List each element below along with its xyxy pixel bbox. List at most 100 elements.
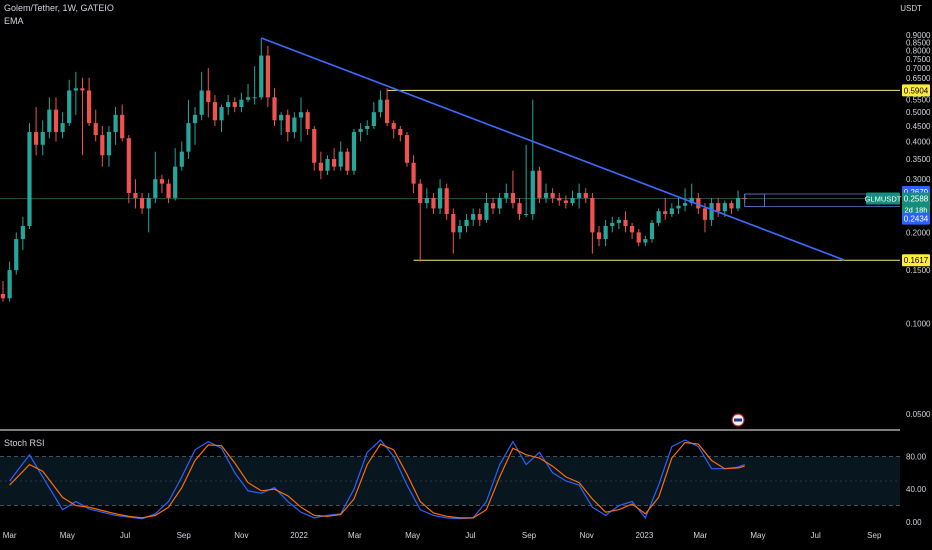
candle-body-48	[318, 162, 323, 171]
candle-body-80	[530, 170, 535, 215]
price-tick-label: 0.1500	[906, 266, 931, 275]
candle-body-37	[245, 97, 251, 100]
axis-price-label-1: 0.2588	[904, 195, 929, 204]
candle-body-89	[590, 197, 595, 233]
candle-body-110	[729, 203, 734, 209]
candle-body-98	[649, 222, 655, 240]
candle-body-32	[212, 102, 218, 121]
candle-body-62	[411, 162, 416, 184]
candle-body-12	[80, 88, 85, 91]
candle-body-16	[106, 131, 112, 156]
symbol-legend[interactable]: Golem/Tether, 1W, GATEIO	[4, 3, 114, 13]
candle-body-74	[490, 203, 496, 209]
candle-body-55	[365, 126, 370, 129]
candle-body-3	[20, 225, 25, 240]
axis-price-label-0: 0.2679	[904, 188, 929, 197]
candle-body-50	[332, 158, 337, 167]
candle-body-26	[173, 166, 178, 198]
price-tick-label: 0.2000	[906, 228, 931, 237]
time-tick-label: Sep	[177, 531, 192, 540]
candle-body-66	[437, 188, 443, 209]
candle-body-5	[34, 131, 39, 145]
candle-body-82	[543, 192, 549, 198]
candle-body-63	[418, 183, 423, 204]
candle-body-38	[252, 97, 257, 99]
candle-body-34	[226, 102, 231, 108]
price-tick-label: 0.1000	[906, 319, 931, 328]
candle-body-11	[73, 88, 78, 91]
candle-body-73	[484, 203, 489, 220]
candle-body-40	[265, 55, 270, 98]
descending-trendline[interactable]	[260, 37, 845, 261]
candle-body-84	[557, 197, 562, 201]
candle-body-87	[577, 192, 582, 198]
ema-legend[interactable]: EMA	[4, 16, 24, 26]
candle-body-83	[550, 192, 555, 198]
candle-body-72	[477, 214, 482, 220]
symbol-badge-bg	[866, 192, 900, 205]
candle-body-58	[384, 99, 390, 124]
candle-body-79	[524, 214, 529, 216]
candle-body-101	[669, 208, 674, 215]
time-tick-label: Nov	[580, 531, 594, 540]
candle-body-20	[133, 192, 138, 198]
level-axis-label-0: 0.5904	[904, 86, 929, 95]
candle-body-69	[457, 225, 463, 233]
candle-body-7	[47, 109, 52, 132]
stoch-d-line	[9, 441, 745, 519]
candle-body-59	[391, 123, 396, 129]
candle-body-108	[716, 203, 721, 212]
time-tick-label: May	[405, 531, 420, 540]
event-flag-icon-stripe	[734, 418, 743, 422]
price-tick-label: 0.9000	[906, 31, 931, 40]
time-tick-label: Mar	[693, 531, 707, 540]
countdown-bg	[902, 204, 930, 216]
axis-price-label-bg-1	[902, 192, 930, 205]
candle-body-10	[67, 90, 72, 124]
axis-price-label-2: 0.2434	[904, 215, 929, 224]
price-tick-label: 0.7000	[906, 64, 931, 73]
candle-body-47	[312, 128, 317, 163]
candle-body-13	[86, 90, 92, 124]
candle-body-53	[351, 131, 357, 171]
stoch-rsi-legend[interactable]: Stoch RSI	[4, 438, 45, 448]
candle-body-19	[126, 138, 131, 193]
candle-body-76	[504, 192, 509, 198]
stoch-tick-label: 40.00	[906, 485, 927, 494]
symbol-badge[interactable]: GLMUSDT	[865, 195, 902, 204]
candle-body-85	[563, 200, 568, 204]
candle-body-18	[120, 114, 125, 139]
candle-body-22	[146, 197, 151, 209]
time-tick-label: Jul	[811, 531, 821, 540]
level-axis-label-1: 0.1617	[904, 256, 929, 265]
candle-body-107	[709, 203, 714, 220]
candle-body-30	[199, 90, 204, 115]
time-tick-label: 2023	[636, 531, 654, 540]
candle-body-77	[510, 192, 516, 204]
candle-body-15	[100, 135, 105, 156]
candle-body-70	[464, 219, 469, 226]
candle-body-21	[139, 197, 145, 209]
time-tick-label: May	[60, 531, 75, 540]
time-tick-label: Sep	[867, 531, 882, 540]
candle-body-14	[93, 123, 98, 136]
candle-body-97	[643, 239, 648, 243]
candle-body-0	[0, 294, 6, 299]
candle-body-4	[27, 131, 32, 226]
time-tick-label: 2022	[290, 531, 308, 540]
candle-body-95	[630, 225, 635, 233]
candle-body-23	[153, 179, 158, 198]
candle-body-27	[179, 151, 184, 167]
candle-body-61	[404, 135, 410, 163]
candle-body-78	[517, 203, 522, 215]
candle-body-65	[431, 197, 436, 209]
range-box[interactable]	[744, 193, 766, 208]
bar-countdown: 2d 18h	[905, 206, 928, 215]
time-tick-label: Nov	[234, 531, 248, 540]
candle-body-100	[663, 211, 668, 215]
price-tick-label: 0.0500	[906, 410, 931, 419]
candle-body-64	[424, 197, 429, 204]
currency-label: USDT	[900, 4, 922, 13]
candle-body-9	[60, 123, 65, 132]
